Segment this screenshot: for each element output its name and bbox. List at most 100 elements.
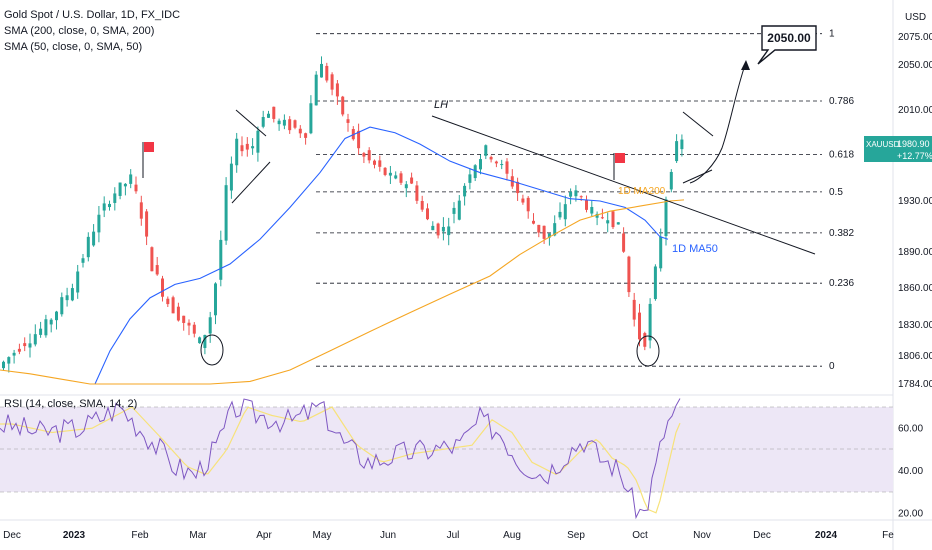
- moving-averages: [0, 126, 685, 385]
- rsi-lines: [0, 398, 681, 520]
- candle-body: [245, 143, 249, 150]
- candle-body: [155, 265, 159, 275]
- rsi-tick-label: 60.00: [898, 423, 923, 434]
- candle-body: [171, 297, 175, 314]
- candle-body: [23, 343, 27, 347]
- candle-body: [145, 211, 149, 237]
- candle-body: [81, 258, 85, 263]
- time-tick-label: Oct: [632, 530, 648, 541]
- rsi-tick-label: 40.00: [898, 466, 923, 477]
- candle-body: [532, 220, 535, 224]
- candle-body: [139, 202, 143, 219]
- candle-body: [659, 236, 663, 269]
- candle-body: [447, 226, 451, 236]
- candle-body: [129, 174, 133, 184]
- price-tick-label: 2050.00: [898, 60, 932, 71]
- candle-body: [579, 196, 583, 198]
- time-tick-label: Jul: [447, 530, 460, 541]
- candle-body: [521, 198, 525, 203]
- candle-body: [494, 161, 498, 164]
- candle-body: [585, 200, 588, 210]
- price-tick-label: 1784.00: [898, 379, 932, 390]
- wedge-line-lower: [231, 161, 271, 204]
- candle-body: [632, 299, 636, 320]
- candle-body: [108, 203, 111, 208]
- price-tick-label: 1830.00: [898, 320, 932, 331]
- candle-body: [208, 317, 212, 334]
- fib-level-label: 0.5: [829, 187, 843, 198]
- candle-body: [616, 222, 620, 225]
- candle-body: [399, 173, 403, 183]
- candle-body: [60, 297, 64, 315]
- candle-body: [526, 197, 530, 212]
- candle-body: [97, 214, 101, 233]
- candle-body: [394, 175, 398, 179]
- candle-body: [595, 213, 599, 218]
- price-badge-symbol: XAUUSD: [866, 140, 900, 149]
- candle-body: [473, 165, 477, 179]
- candle-body: [304, 133, 308, 138]
- candle-body: [410, 177, 414, 184]
- flag-icon: [613, 153, 625, 180]
- candle-body: [320, 63, 323, 78]
- projection-line-upper: [682, 111, 714, 137]
- candle-body: [373, 160, 376, 165]
- candle-body: [272, 106, 276, 119]
- rsi-band: [0, 407, 893, 492]
- time-tick-label: Apr: [256, 530, 272, 541]
- low-circle-march: [200, 334, 224, 366]
- candle-body: [611, 211, 615, 228]
- candle-body: [590, 207, 594, 214]
- candle-body: [638, 312, 641, 340]
- lh-trendline: [431, 115, 816, 255]
- candle-body: [198, 337, 202, 344]
- currency-label: USD: [905, 12, 926, 23]
- rsi-line: [0, 398, 681, 520]
- candle-body: [479, 159, 482, 170]
- candle-body: [282, 119, 286, 126]
- fib-levels: 1 0.786 0.618 0.5 0.382 0.236 0: [316, 29, 854, 372]
- candle-body: [240, 145, 244, 152]
- low-circle-october: [636, 335, 660, 367]
- candle-body: [44, 319, 48, 336]
- price-tick-label: 1806.00: [898, 351, 932, 362]
- ma200-label: 1D MA200: [618, 186, 666, 197]
- candle-body: [664, 199, 668, 237]
- candle-body: [648, 303, 652, 341]
- candle-body: [118, 182, 122, 196]
- candle-body: [39, 328, 43, 335]
- ma200-line: [0, 199, 685, 385]
- fib-level-label: 0.618: [829, 149, 854, 160]
- candle-body: [267, 113, 270, 118]
- candle-body: [553, 223, 557, 236]
- candle-body: [17, 348, 21, 352]
- fib-level-label: 0: [829, 361, 835, 372]
- fib-level-label: 1: [829, 29, 835, 40]
- candle-body: [452, 207, 456, 214]
- projection-line-lower: [682, 169, 713, 184]
- price-axis: 2075.00 2050.00 2010.00 1930.00 1890.00 1860.…: [898, 32, 932, 390]
- projection-curve: [689, 64, 746, 184]
- candle-body: [505, 161, 509, 174]
- candle-body: [261, 116, 265, 127]
- candle-body: [669, 171, 673, 190]
- ma50-line: [94, 126, 669, 385]
- price-tick-label: 1890.00: [898, 247, 932, 258]
- candle-body: [102, 203, 106, 211]
- candles: [2, 56, 684, 373]
- candle-body: [76, 271, 80, 293]
- candle-body: [314, 74, 318, 106]
- candle-body: [426, 208, 429, 220]
- price-badge-price: 1980.90: [897, 139, 930, 149]
- projection-arrowhead: [741, 60, 750, 70]
- ma50-label: 1D MA50: [672, 243, 718, 255]
- time-tick-label: Mar: [189, 530, 207, 541]
- price-tick-label: 1930.00: [898, 196, 932, 207]
- candle-body: [49, 319, 53, 325]
- candle-body: [182, 315, 186, 323]
- candle-body: [335, 83, 339, 97]
- candle-body: [378, 160, 382, 167]
- candle-body: [298, 128, 302, 134]
- price-badge-change: +12.77%: [897, 151, 932, 161]
